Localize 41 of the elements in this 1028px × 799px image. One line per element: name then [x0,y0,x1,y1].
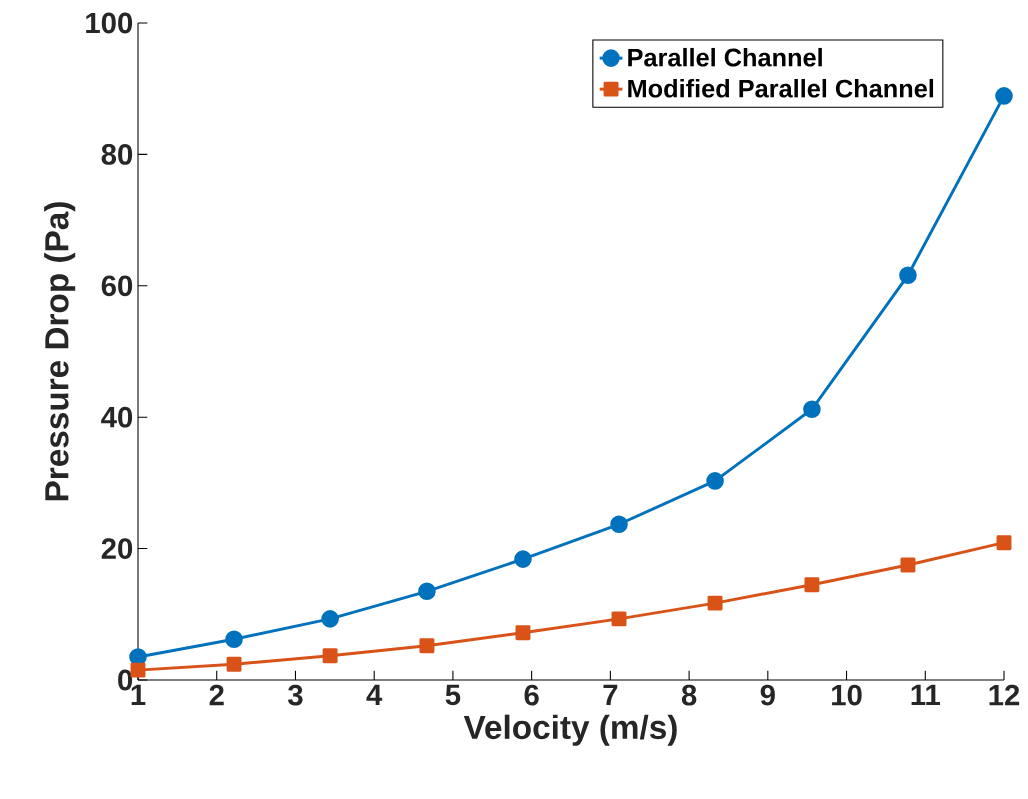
point [130,662,146,678]
point [321,610,339,628]
point [225,630,243,649]
x-tick-label: 5 [445,684,461,706]
point [899,266,917,285]
x-tick-label: 4 [366,684,383,705]
point [514,550,532,568]
x-tick-label: 11 [911,684,940,705]
point [611,611,627,627]
point [804,577,820,593]
x-tick-label: 12 [989,684,1020,706]
point [707,595,723,611]
point [900,557,916,573]
point [322,648,338,664]
x-tick-label: 1 [131,684,146,705]
x-tick-label: 7 [603,684,618,705]
point [515,625,531,641]
y-axis-title: Pressure Drop (Pa) [44,202,76,501]
legend-label: Parallel Channel [628,47,822,67]
point [995,87,1013,105]
y-tick-label: 0 [118,669,133,691]
point [803,400,821,419]
x-tick-label: 6 [524,684,539,706]
y-tick-label: 80 [101,143,133,165]
y-tick-label: 100 [86,12,133,34]
y-tick-label: 60 [101,275,133,297]
x-axis-title: Velocity (m/s) [463,714,677,746]
x-tick-label: 10 [832,684,862,706]
x-tick-label: 8 [681,684,697,706]
point [419,638,435,654]
point [610,515,628,534]
x-tick-label: 9 [760,684,775,706]
y-tick-label: 40 [101,406,133,428]
legend-label: Modified Parallel Channel [628,78,934,98]
x-tick-label: 2 [209,684,224,706]
point [226,656,242,672]
point [418,582,436,601]
x-tick-label: 3 [287,684,303,706]
y-tick-label: 20 [101,538,133,559]
point [996,535,1012,551]
point [706,472,724,490]
